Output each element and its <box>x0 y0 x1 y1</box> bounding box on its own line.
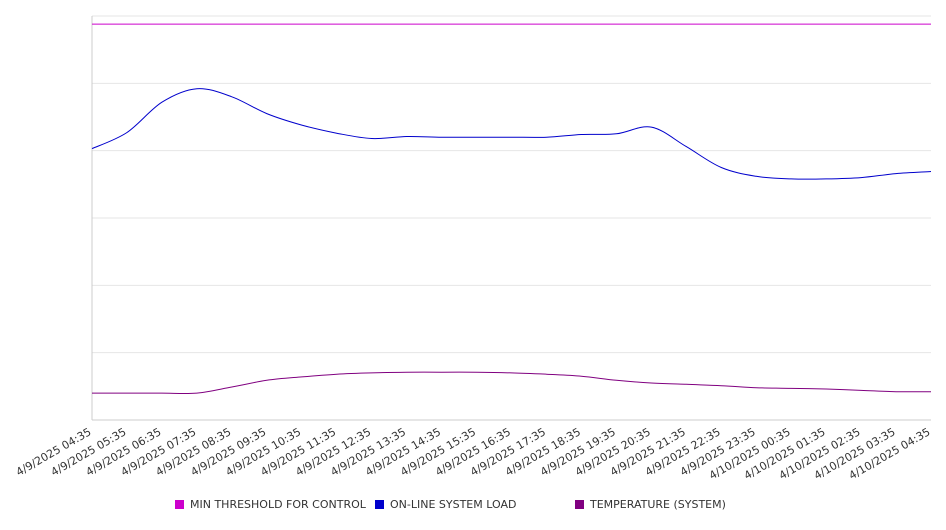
x-tick-labels: 4/9/2025 04:354/9/2025 05:354/9/2025 06:… <box>14 425 933 482</box>
legend-swatch-threshold <box>175 500 184 509</box>
legend-label-threshold: MIN THRESHOLD FOR CONTROL <box>190 498 366 511</box>
series-lines <box>91 23 932 395</box>
series-line-load <box>91 88 932 180</box>
legend-item-load[interactable]: ON-LINE SYSTEM LOAD <box>375 498 516 511</box>
legend-item-temperature[interactable]: TEMPERATURE (SYSTEM) <box>575 498 726 511</box>
legend-swatch-load <box>375 500 384 509</box>
legend-item-threshold[interactable]: MIN THRESHOLD FOR CONTROL <box>175 498 366 511</box>
legend-label-load: ON-LINE SYSTEM LOAD <box>390 498 517 511</box>
axes <box>91 16 931 421</box>
legend-label-temperature: TEMPERATURE (SYSTEM) <box>590 498 726 511</box>
series-line-temperature <box>91 371 932 395</box>
legend: MIN THRESHOLD FOR CONTROL ON-LINE SYSTEM… <box>0 498 946 516</box>
grid <box>92 15 931 354</box>
legend-swatch-temperature <box>575 500 584 509</box>
